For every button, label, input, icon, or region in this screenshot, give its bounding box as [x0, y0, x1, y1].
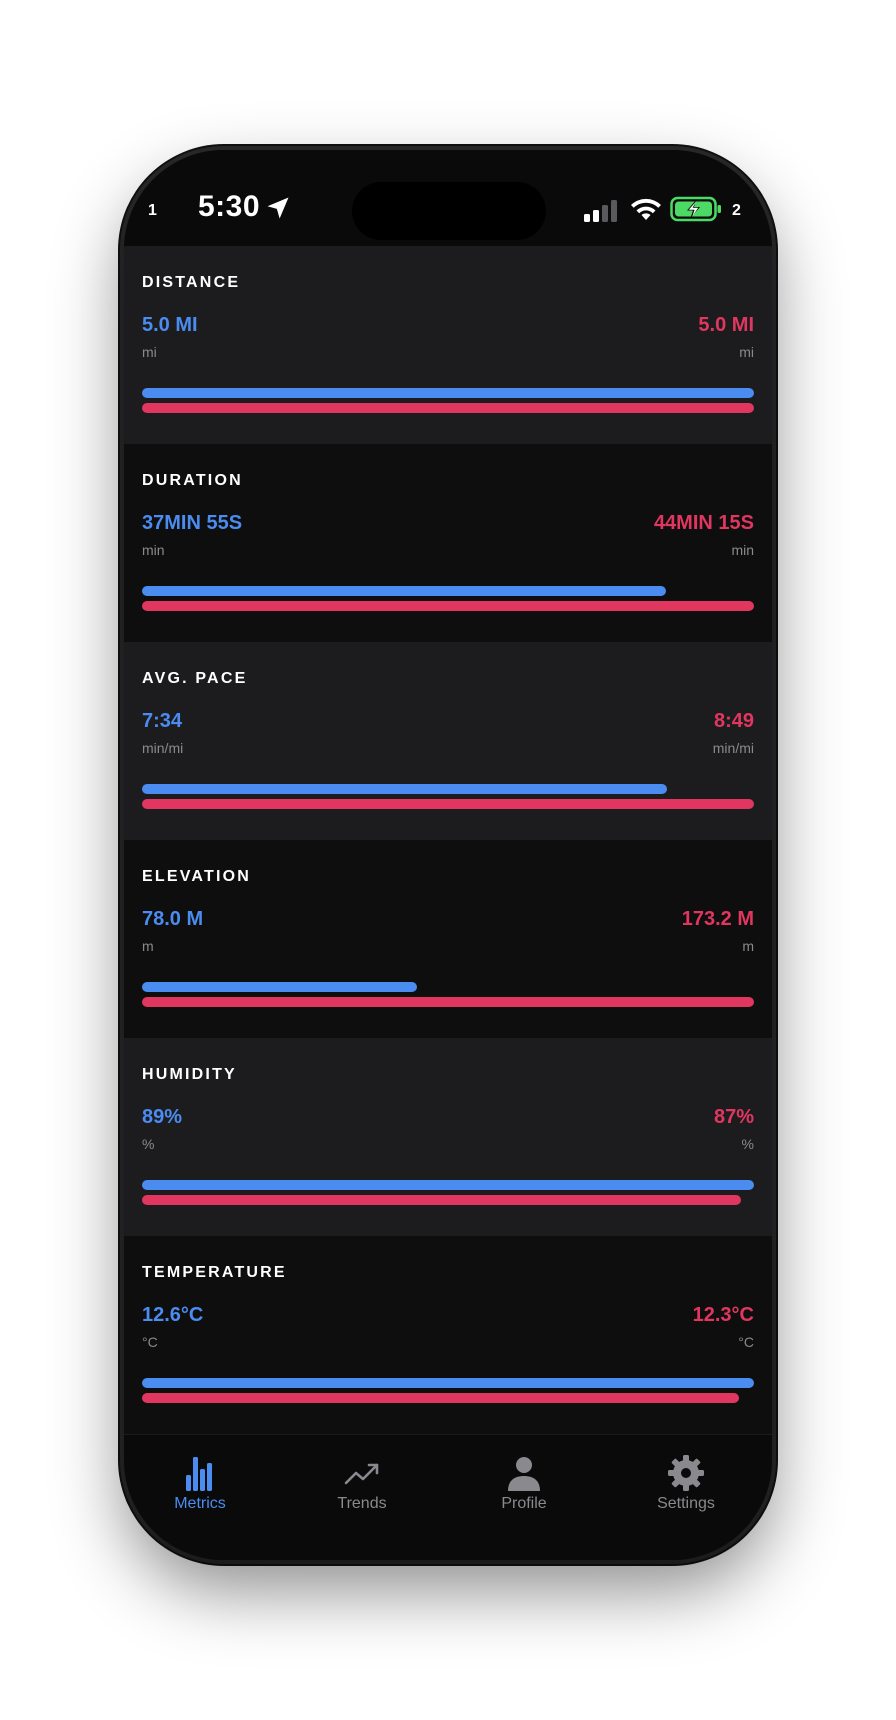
right-progress-bar: [142, 403, 754, 413]
tab-profile[interactable]: Profile: [464, 1453, 584, 1523]
person-icon: [508, 1457, 540, 1491]
metric-right-unit: %: [741, 1136, 754, 1152]
tab-label: Settings: [657, 1495, 715, 1512]
tab-label: Profile: [501, 1495, 547, 1512]
metric-left-value: 12.6°C: [142, 1304, 204, 1326]
left-progress-bar: [142, 982, 417, 992]
tab-trends[interactable]: Trends: [302, 1453, 422, 1523]
metric-right-unit: min/mi: [712, 740, 754, 756]
metric-right-unit: °C: [738, 1334, 754, 1350]
metric-card-distance: DISTANCE 5.0 MI 5.0 MI mi mi: [124, 246, 772, 444]
metric-left-unit: °C: [142, 1334, 158, 1350]
right-progress-bar: [142, 997, 754, 1007]
right-progress-bar: [142, 601, 754, 611]
metric-left-unit: %: [142, 1136, 155, 1152]
metric-right-value: 8:49: [713, 710, 754, 732]
left-progress-bar: [142, 388, 754, 398]
wifi-icon: [631, 198, 661, 220]
metric-left-unit: min: [142, 542, 165, 558]
comparison-bars: [142, 388, 754, 416]
metric-right-value: 173.2 M: [681, 908, 754, 930]
gear-icon: [668, 1455, 704, 1491]
bar-chart-icon: [186, 1457, 212, 1491]
metric-right-value: 5.0 MI: [698, 314, 754, 336]
metric-right-value: 44MIN 15S: [653, 512, 754, 534]
comparison-bars: [142, 1378, 754, 1406]
tab-metrics[interactable]: Metrics: [140, 1453, 260, 1523]
comparison-bars: [142, 586, 754, 614]
left-progress-bar: [142, 1378, 754, 1388]
metric-title: DISTANCE: [142, 274, 241, 291]
comparison-bars: [142, 1180, 754, 1208]
metric-left-value: 37MIN 55S: [142, 512, 243, 534]
metric-left-unit: min/mi: [142, 740, 184, 756]
status-right-number: 2: [732, 202, 741, 219]
metric-title: AVG. PACE: [142, 670, 248, 687]
status-left-number: 1: [148, 202, 157, 219]
metric-title: TEMPERATURE: [142, 1264, 287, 1281]
metric-card-humidity: HUMIDITY 89% 87% % %: [124, 1038, 772, 1236]
metric-left-value: 5.0 MI: [142, 314, 198, 336]
metric-right-unit: mi: [739, 344, 754, 360]
comparison-bars: [142, 982, 754, 1010]
metric-right-value: 87%: [713, 1106, 754, 1128]
left-progress-bar: [142, 1180, 754, 1190]
right-progress-bar: [142, 1195, 741, 1205]
metrics-list: DISTANCE 5.0 MI 5.0 MI mi mi DURATION 37…: [124, 246, 772, 1434]
metric-right-value: 12.3°C: [692, 1304, 754, 1326]
metric-left-value: 78.0 M: [142, 908, 204, 930]
left-progress-bar: [142, 586, 666, 596]
left-progress-bar: [142, 784, 667, 794]
right-progress-bar: [142, 799, 754, 809]
metric-title: ELEVATION: [142, 868, 251, 885]
metric-card-avg-pace: AVG. PACE 7:34 8:49 min/mi min/mi: [124, 642, 772, 840]
metric-card-duration: DURATION 37MIN 55S 44MIN 15S min min: [124, 444, 772, 642]
tab-bar: Metrics Trends Profile: [124, 1434, 772, 1560]
status-time: 5:30: [198, 190, 261, 223]
metric-title: HUMIDITY: [142, 1066, 237, 1083]
metric-right-unit: min: [731, 542, 754, 558]
tab-label: Trends: [337, 1495, 387, 1512]
status-bar: 1 5:30 2: [124, 150, 772, 246]
metric-card-temperature: TEMPERATURE 12.6°C 12.3°C °C °C: [124, 1236, 772, 1434]
metric-left-value: 7:34: [142, 710, 183, 732]
location-arrow-icon: [267, 197, 289, 219]
metric-right-unit: m: [742, 938, 754, 954]
metric-left-value: 89%: [142, 1106, 183, 1128]
metric-left-unit: mi: [142, 344, 157, 360]
cellular-signal-icon: [584, 200, 617, 222]
battery-charging-icon: [670, 196, 721, 222]
metric-left-unit: m: [142, 938, 154, 954]
right-progress-bar: [142, 1393, 739, 1403]
tab-label: Metrics: [174, 1495, 226, 1512]
comparison-bars: [142, 784, 754, 812]
phone-frame: 1 5:30 2 DISTANCE 5.0: [124, 150, 772, 1560]
tab-settings[interactable]: Settings: [626, 1453, 746, 1523]
metric-title: DURATION: [142, 472, 243, 489]
metric-card-elevation: ELEVATION 78.0 M 173.2 M m m: [124, 840, 772, 1038]
trending-up-icon: [344, 1463, 379, 1485]
dynamic-island: [352, 182, 546, 240]
